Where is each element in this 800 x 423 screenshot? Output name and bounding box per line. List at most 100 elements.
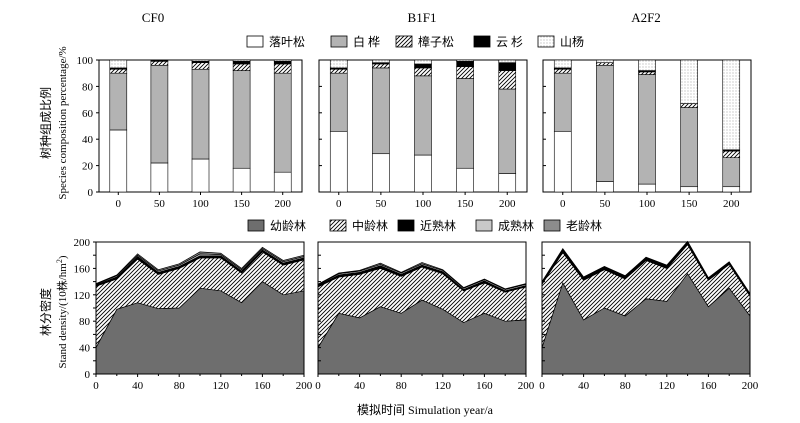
bar-segment-item-5 (680, 59, 698, 104)
bar-segment-item-5 (722, 59, 741, 151)
bar-segment-item-2 (456, 78, 474, 169)
bar-segment-item-5 (553, 59, 572, 69)
bar-segment-item-5 (273, 59, 292, 62)
bar-segment-item-3 (414, 67, 432, 77)
bar-segment-item-4 (273, 61, 292, 65)
bottom-ylabel-en: Stand density/(10株/hm2) (55, 255, 70, 368)
bar-segment-item-5 (109, 59, 128, 69)
x-tick-label: 160 (254, 380, 271, 392)
species-swatch-5 (537, 35, 555, 48)
age-class-swatch-4 (475, 219, 493, 232)
bar-chart-b1f1: 0 50 100 150 200 (318, 59, 528, 210)
bar-segment-item-3 (553, 68, 572, 74)
bar-segment-item-3 (596, 62, 614, 66)
bar-segment-item-1 (414, 154, 432, 193)
x-tick-label: 80 (174, 380, 186, 392)
bar-segment-item-2 (414, 75, 432, 156)
bar-segment-item-2 (150, 64, 169, 164)
y-tick-label: 40 (79, 343, 91, 355)
bar-segment-item-2 (329, 72, 348, 132)
y-tick-label: 80 (79, 316, 91, 328)
bar-segment-item-3 (638, 71, 656, 75)
bar-segment-item-3 (232, 63, 251, 71)
bar-segment-item-3 (191, 62, 210, 70)
bar-segment-item-5 (329, 59, 348, 69)
x-tick-label: 200 (296, 380, 313, 392)
y-tick-label: 80 (82, 81, 94, 93)
bar-segment-item-4 (414, 63, 432, 69)
x-tick-label: 0 (93, 380, 99, 392)
bar-segment-item-2 (109, 72, 128, 131)
bar-segment-item-2 (680, 107, 698, 188)
bar-segment-item-3 (372, 63, 390, 69)
bar-segment-item-1 (553, 130, 572, 193)
bar-segment-item-1 (638, 183, 656, 193)
bar-segment-item-2 (553, 72, 572, 132)
bar-segment-item-5 (498, 59, 517, 63)
x-tick-label: 40 (578, 380, 590, 392)
y-tick-label: 40 (82, 134, 94, 146)
bar-segment-item-1 (109, 129, 128, 193)
panel-title-cf0: CF0 (142, 10, 164, 25)
bar-segment-item-1 (456, 167, 474, 193)
x-tick-label: 50 (375, 198, 387, 210)
bar-segment-item-2 (596, 64, 614, 182)
area-chart-cf0: 0 40 80 120 160 200 0 40 80 120 160 200 (74, 237, 313, 392)
panel-title-b1f1: B1F1 (408, 10, 437, 25)
x-tick-label: 150 (681, 198, 698, 210)
x-tick-label: 0 (116, 198, 122, 210)
panel-title-a2f2: A2F2 (631, 10, 661, 25)
x-tick-label: 0 (539, 380, 545, 392)
x-tick-label: 40 (132, 380, 144, 392)
y-tick-label: 160 (74, 263, 91, 275)
x-tick-label: 200 (518, 380, 535, 392)
x-tick-label: 50 (154, 198, 166, 210)
species-swatch-3 (395, 35, 413, 48)
bar-segment-item-1 (680, 186, 698, 193)
bar-segment-item-3 (273, 63, 292, 74)
x-tick-label: 0 (336, 198, 342, 210)
x-tick-label: 100 (192, 198, 209, 210)
bar-segment-item-3 (456, 66, 474, 79)
bar-chart-a2f2: 0 50 100 150 200 (542, 59, 752, 210)
species-label-5: 山杨 (560, 34, 584, 49)
species-swatch-4 (473, 35, 491, 48)
species-label-1: 落叶松 (269, 35, 305, 49)
bar-segment-item-3 (680, 103, 698, 108)
x-tick-label: 50 (599, 198, 611, 210)
species-label-3: 樟子松 (418, 34, 454, 49)
bottom-ylabel-en-close: ) (57, 255, 69, 259)
age-class-swatch-3 (397, 219, 415, 232)
bar-segment-item-1 (498, 173, 517, 193)
bar-segment-item-3 (722, 150, 741, 158)
bar-segment-item-5 (372, 59, 390, 63)
x-tick-label: 200 (274, 198, 291, 210)
bar-segment-item-1 (722, 186, 741, 193)
top-y-axis-title: 树种组成比例 Species composition percentage/% (38, 46, 69, 199)
species-swatch-2 (330, 35, 348, 48)
x-tick-label: 150 (233, 198, 250, 210)
bottom-ylabel-en-main: Stand density/(10株/hm (55, 263, 69, 369)
bar-segment-item-2 (232, 70, 251, 169)
y-tick-label: 200 (74, 237, 91, 249)
bar-segment-item-4 (498, 62, 517, 71)
age-class-swatch-5 (543, 219, 561, 232)
x-tick-label: 100 (639, 198, 656, 210)
bar-segment-item-5 (638, 59, 656, 71)
bar-segment-item-2 (722, 157, 741, 188)
x-tick-label: 120 (213, 380, 230, 392)
y-tick-label: 0 (88, 187, 94, 199)
bar-segment-item-4 (232, 61, 251, 65)
x-tick-label: 80 (620, 380, 632, 392)
bar-segment-item-3 (109, 68, 128, 74)
age-class-label-4: 成熟林 (498, 218, 534, 233)
age-class-label-2: 中龄林 (352, 218, 388, 233)
x-tick-label: 200 (499, 198, 516, 210)
species-legend: 落叶松 白 桦 樟子松 云 杉 山杨 (246, 34, 584, 49)
species-label-2: 白 桦 (353, 34, 380, 49)
bar-segment-item-1 (191, 158, 210, 193)
bar-segment-item-1 (273, 171, 292, 193)
x-tick-label: 150 (457, 198, 474, 210)
bar-segment-item-1 (372, 153, 390, 193)
